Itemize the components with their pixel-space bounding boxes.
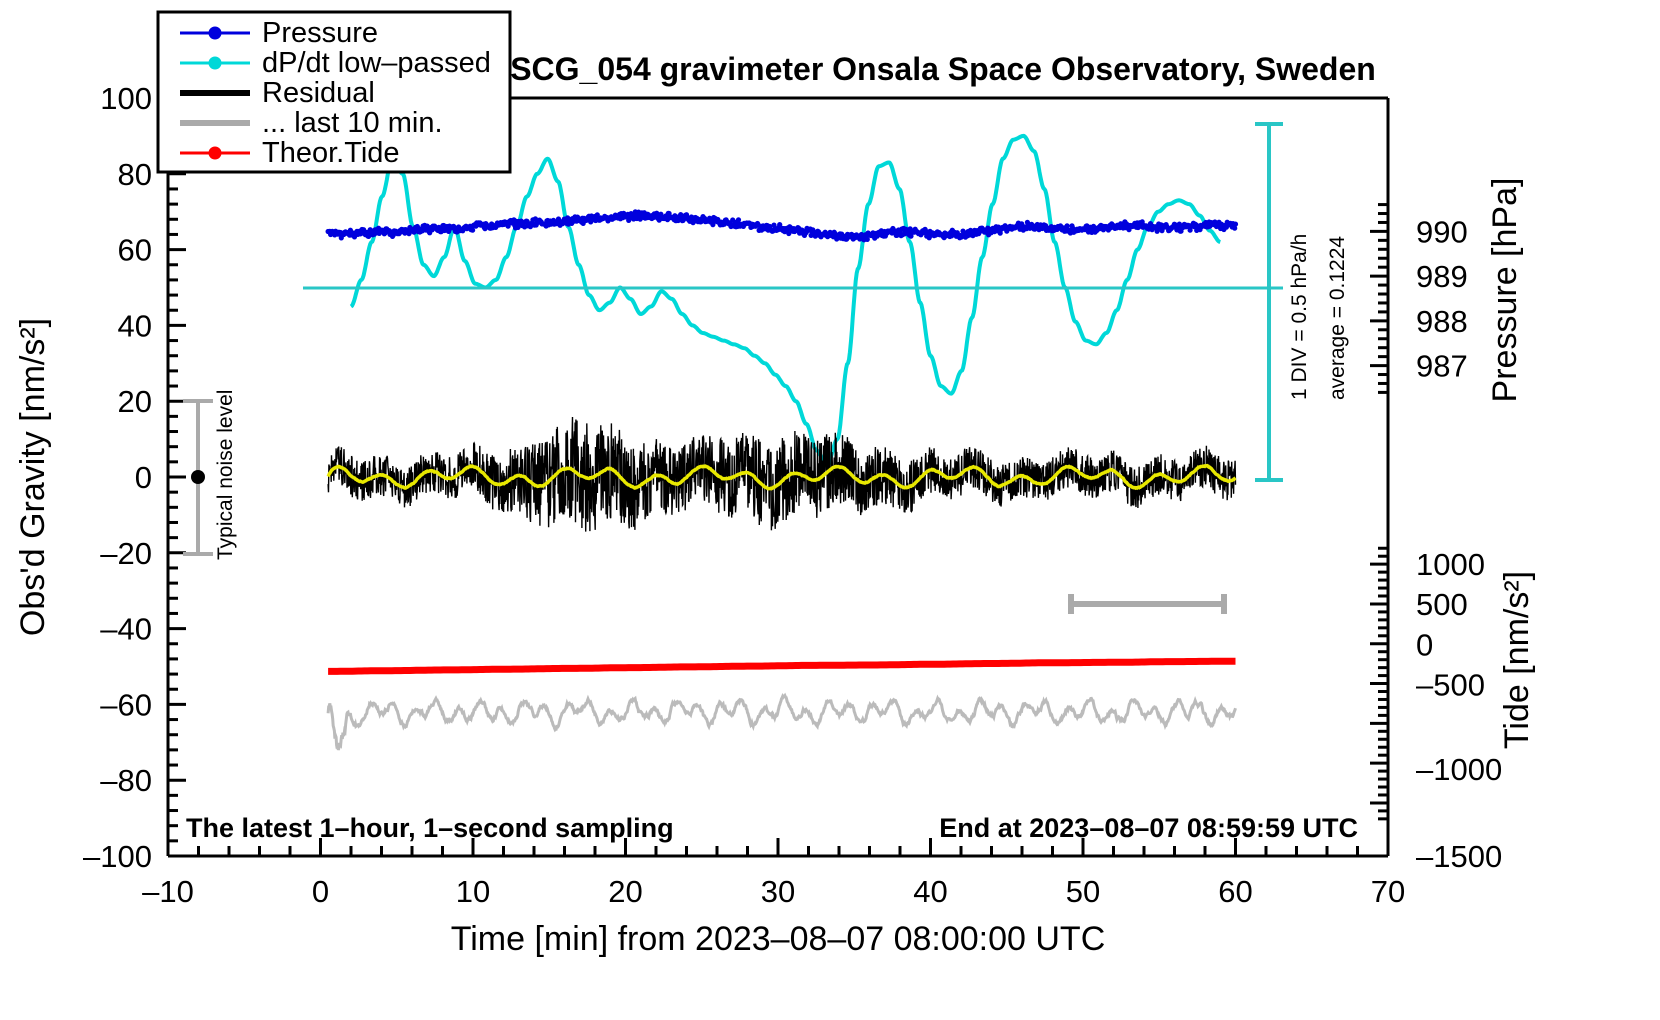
pressure-sample	[786, 230, 792, 237]
tide-ticklabel: –1500	[1416, 839, 1502, 874]
pressure-axis-ticklabels: 990 989 988 987	[1416, 214, 1468, 383]
legend-marker-dot	[208, 146, 222, 160]
page-title: SCG_054 gravimeter Onsala Space Observat…	[510, 51, 1376, 87]
y-ticklabel: 80	[118, 157, 152, 192]
x-ticklabel: 0	[312, 874, 329, 909]
x-ticklabel: 30	[761, 874, 795, 909]
tide-ticklabel: 500	[1416, 587, 1468, 622]
legend-item-3[interactable]: Residual	[180, 77, 375, 109]
x-ticklabel: 70	[1371, 874, 1405, 909]
legend-marker-dot	[208, 26, 222, 40]
tide-axis-ticklabels: 1000 500 0 –500 –1000 –1500	[1416, 547, 1502, 874]
pressure-sample	[864, 236, 870, 242]
tide-ticklabel: –500	[1416, 668, 1485, 703]
series-dpdt	[349, 133, 1222, 468]
series-last-10-min	[326, 692, 1237, 751]
pressure-sample	[1064, 223, 1070, 229]
legend-item-1[interactable]: Pressure	[180, 17, 378, 49]
dpdt-average-label: average = 0.1224	[1326, 236, 1349, 400]
pressure-ticklabel: 987	[1416, 349, 1468, 384]
bottom-axis-title: Time [min] from 2023–08–07 08:00:00 UTC	[451, 920, 1106, 958]
x-ticklabel: 40	[913, 874, 947, 909]
tide-line	[328, 657, 1236, 675]
pressure-sample	[923, 228, 929, 234]
tide-ticklabel: –1000	[1416, 752, 1502, 787]
pressure-ticklabel: 988	[1416, 304, 1468, 339]
pressure-sample	[666, 210, 672, 217]
pressure-ticklabel: 989	[1416, 259, 1468, 294]
right-axis-ticks	[1370, 203, 1388, 821]
footer-sampling-note: The latest 1–hour, 1–second sampling	[186, 813, 674, 843]
y-ticklabel: 0	[135, 460, 152, 495]
typical-noise-level-label: Typical noise level	[214, 390, 237, 560]
tide-ticklabel: 0	[1416, 628, 1433, 663]
y-ticklabel: –40	[100, 612, 152, 647]
legend-label: Residual	[262, 77, 375, 109]
series-smoothed-residual	[326, 463, 1237, 491]
pressure-sample	[1232, 225, 1238, 231]
tide-ticklabel: 1000	[1416, 547, 1485, 582]
x-ticklabel: 10	[456, 874, 490, 909]
right-top-axis-title: Pressure [hPa]	[1486, 178, 1524, 403]
pressure-sample	[908, 233, 914, 239]
x-ticklabel: –10	[142, 874, 194, 909]
legend-label: Pressure	[262, 17, 378, 49]
pressure-sample	[710, 222, 716, 228]
last10-scale-bar	[1068, 594, 1227, 614]
legend-label: Theor.Tide	[262, 137, 400, 169]
bottom-axis-ticklabels: –10 0 10 20 30 40 50 60 70	[142, 874, 1405, 909]
legend-item-4[interactable]: ... last 10 min.	[180, 107, 443, 139]
y-ticklabel: –60	[100, 687, 152, 722]
left-axis-ticklabels: 100 80 60 40 20 0 –20 –40 –60 –80 –100	[83, 81, 152, 874]
typical-noise-level-marker	[183, 399, 213, 556]
pressure-sample	[777, 222, 783, 228]
series-residual	[327, 416, 1237, 532]
legend-label: ... last 10 min.	[262, 107, 443, 139]
series-pressure	[325, 209, 1239, 243]
y-ticklabel: 20	[118, 384, 152, 419]
pressure-sample	[735, 217, 742, 223]
legend-item-5[interactable]: Theor.Tide	[180, 137, 400, 169]
right-bottom-axis-title: Tide [nm/s²]	[1498, 571, 1536, 749]
footer-end-time: End at 2023–08–07 08:59:59 UTC	[939, 813, 1358, 843]
left-axis-title: Obs'd Gravity [nm/s²]	[14, 318, 52, 636]
y-ticklabel: –100	[83, 839, 152, 874]
x-ticklabel: 60	[1218, 874, 1252, 909]
y-ticklabel: 100	[100, 81, 152, 116]
x-ticklabel: 20	[608, 874, 642, 909]
y-ticklabel: 40	[118, 308, 152, 343]
legend-item-2[interactable]: dP/dt low–passed	[180, 47, 491, 79]
bottom-axis-ticks	[166, 838, 1390, 856]
legend-label: dP/dt low–passed	[262, 47, 491, 79]
pressure-sample	[755, 222, 761, 228]
y-ticklabel: –20	[100, 536, 152, 571]
pressure-sample	[470, 227, 476, 233]
dpdt-line	[349, 133, 1222, 468]
series-theoretical-tide	[328, 657, 1236, 675]
x-ticklabel: 50	[1066, 874, 1100, 909]
legend-marker-dot	[208, 56, 222, 70]
y-ticklabel: –80	[100, 763, 152, 798]
residual-line	[327, 416, 1237, 532]
dpdt-reference-axis	[303, 122, 1283, 482]
y-ticklabel: 60	[118, 233, 152, 268]
last10-line	[326, 692, 1237, 751]
smoothed-residual-line	[326, 463, 1237, 491]
pressure-ticklabel: 990	[1416, 214, 1468, 249]
pressure-sample	[1232, 221, 1239, 227]
dpdt-division-label: 1 DIV = 0.5 hPa/h	[1288, 234, 1311, 400]
